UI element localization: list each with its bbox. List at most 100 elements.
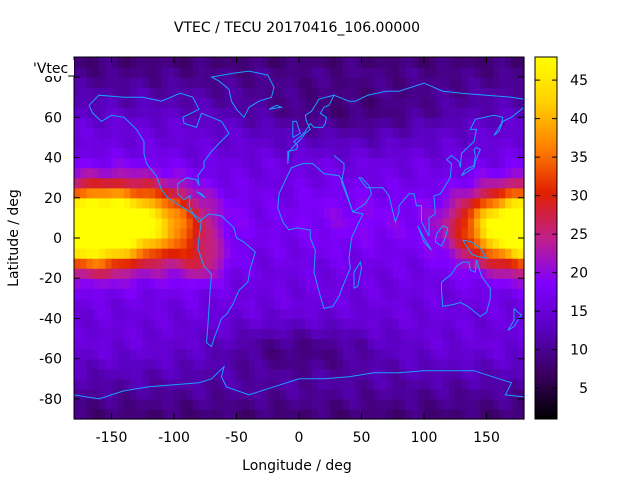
heatmap-cell (349, 227, 356, 239)
heatmap-cell (499, 348, 506, 360)
heatmap-cell (192, 388, 200, 400)
heatmap-cell (124, 207, 131, 219)
heatmap-cell (217, 288, 225, 299)
heatmap-cell (505, 268, 513, 279)
heatmap-cell (405, 177, 413, 189)
heatmap-cell (74, 127, 81, 139)
heatmap-cell (105, 187, 113, 199)
heatmap-cell (324, 288, 331, 299)
heatmap-cell (142, 117, 150, 128)
heatmap-cell (386, 207, 394, 219)
heatmap-cell (286, 258, 294, 269)
heatmap-cell (205, 177, 213, 189)
heatmap-cell (417, 358, 425, 370)
heatmap-cell (430, 358, 438, 370)
heatmap-cell (392, 127, 400, 139)
heatmap-cell (224, 97, 231, 108)
heatmap-cell (255, 107, 263, 118)
heatmap-cell (517, 137, 525, 149)
heatmap-cell (117, 338, 125, 350)
heatmap-cell (161, 67, 169, 78)
heatmap-cell (142, 197, 150, 209)
heatmap-cell (217, 157, 225, 169)
heatmap-cell (499, 87, 506, 98)
heatmap-cell (80, 97, 88, 108)
heatmap-cell (324, 388, 331, 400)
heatmap-cell (261, 187, 269, 199)
heatmap-cell (136, 378, 144, 390)
heatmap-cell (267, 358, 275, 370)
heatmap-cell (492, 107, 500, 118)
heatmap-cell (480, 227, 488, 239)
heatmap-cell (111, 57, 119, 68)
heatmap-cell (242, 217, 250, 229)
heatmap-cell (99, 408, 106, 420)
heatmap-cell (292, 368, 300, 380)
heatmap-cell (255, 378, 263, 390)
heatmap-cell (517, 288, 525, 299)
heatmap-cell (111, 398, 119, 410)
heatmap-cell (280, 328, 288, 340)
heatmap-cell (505, 378, 513, 390)
heatmap-cell (155, 348, 163, 360)
heatmap-cell (86, 398, 94, 410)
heatmap-cell (367, 248, 375, 259)
heatmap-cell (474, 378, 481, 390)
heatmap-cell (486, 248, 494, 259)
heatmap-cell (517, 167, 525, 179)
heatmap-cell (230, 87, 238, 98)
heatmap-cell (74, 197, 81, 209)
heatmap-cell (292, 117, 300, 128)
heatmap-cell (342, 408, 350, 420)
heatmap-cell (261, 127, 269, 139)
heatmap-cell (236, 77, 244, 88)
heatmap-cell (405, 238, 413, 249)
heatmap-cell (361, 127, 369, 139)
heatmap-cell (399, 107, 406, 118)
heatmap-cell (74, 157, 81, 169)
heatmap-cell (417, 368, 425, 380)
heatmap-cell (492, 248, 500, 259)
heatmap-cell (249, 117, 256, 128)
heatmap-cell (280, 348, 288, 360)
heatmap-cell (380, 238, 388, 249)
heatmap-cell (142, 67, 150, 78)
heatmap-cell (105, 137, 113, 149)
heatmap-cell (449, 378, 456, 390)
heatmap-cell (411, 328, 419, 340)
heatmap-cell (199, 258, 206, 269)
heatmap-cell (386, 328, 394, 340)
heatmap-cell (280, 127, 288, 139)
heatmap-cell (155, 107, 163, 118)
heatmap-cell (280, 77, 288, 88)
heatmap-cell (499, 388, 506, 400)
heatmap-cell (261, 137, 269, 149)
heatmap-cell (230, 167, 238, 179)
heatmap-cell (155, 137, 163, 149)
heatmap-cell (217, 388, 225, 400)
heatmap-cell (436, 348, 444, 360)
heatmap-cell (192, 147, 200, 159)
heatmap-cell (449, 318, 456, 330)
heatmap-cell (242, 77, 250, 88)
heatmap-cell (342, 217, 350, 229)
heatmap-cell (124, 388, 131, 400)
heatmap-cell (349, 187, 356, 199)
heatmap-cell (117, 117, 125, 128)
heatmap-cell (317, 77, 325, 88)
heatmap-cell (105, 308, 113, 320)
heatmap-cell (461, 348, 469, 360)
heatmap-cell (455, 137, 463, 149)
heatmap-cell (486, 368, 494, 380)
heatmap-cell (86, 57, 94, 68)
heatmap-cell (86, 388, 94, 400)
heatmap-cell (480, 338, 488, 350)
heatmap-cell (161, 318, 169, 330)
heatmap-cell (455, 117, 463, 128)
heatmap-cell (230, 57, 238, 68)
heatmap-cell (142, 358, 150, 370)
heatmap-cell (399, 268, 406, 279)
heatmap-cell (417, 127, 425, 139)
heatmap-cell (186, 227, 194, 239)
heatmap-cell (317, 227, 325, 239)
